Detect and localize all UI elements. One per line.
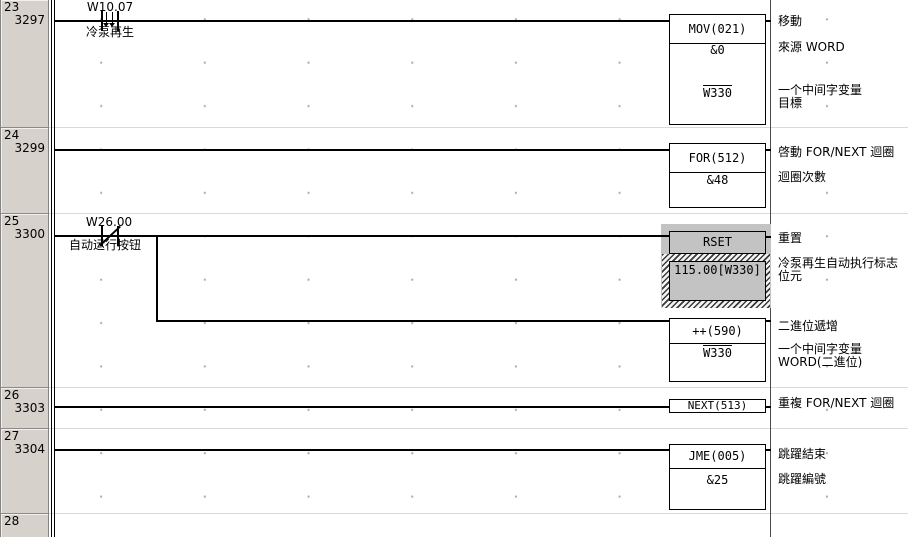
comment-text: 啓動 FOR/NEXT 迴圈 xyxy=(778,145,895,159)
falling-edge-arrow-icon xyxy=(106,12,107,23)
rung-wire xyxy=(54,149,669,151)
instruction-mnemonic: MOV(021) xyxy=(670,15,765,44)
instruction-mnemonic: FOR(512) xyxy=(670,144,765,173)
operand-word: W330 xyxy=(670,347,765,360)
rung-wire-stub xyxy=(766,236,771,238)
rung-wire-stub xyxy=(766,149,771,151)
rung-number: 28 xyxy=(4,514,20,528)
rung-wire-stub xyxy=(766,20,771,22)
rung-separator xyxy=(49,387,908,388)
step-address: 3300 xyxy=(14,227,45,241)
left-bus-bar-inner xyxy=(54,0,55,537)
contact-address: W26.00 xyxy=(85,215,133,229)
rung-margin-cell-24[interactable]: 24 3299 xyxy=(1,127,48,213)
instruction-block-jme[interactable]: JME(005) &25 xyxy=(669,444,766,510)
left-bus-bar xyxy=(51,0,52,537)
rung-wire-stub xyxy=(766,449,771,451)
rung-number: 26 xyxy=(4,388,20,402)
rung-separator xyxy=(49,428,908,429)
operand-destination: W330 xyxy=(670,87,765,100)
rung-margin-cell-28[interactable]: 28 xyxy=(1,513,48,537)
contact-label: 冷泵再生 xyxy=(85,25,135,39)
contact-label: 自动运行按钮 xyxy=(68,238,142,252)
instruction-mnemonic: ++(590) xyxy=(670,319,765,344)
rung-wire xyxy=(54,235,669,237)
rung-separator xyxy=(49,127,908,128)
step-address: 3297 xyxy=(14,13,45,27)
branch-wire xyxy=(156,320,669,322)
rung-margin-cell-23[interactable]: 23 3297 xyxy=(1,0,48,127)
rung-separator xyxy=(49,513,908,514)
rung-number: 27 xyxy=(4,429,20,443)
contact-leg xyxy=(101,11,103,31)
operand-bit-address[interactable]: 115.00[W330] xyxy=(669,261,766,301)
comment-text: 一个中间字变量 xyxy=(778,342,863,356)
instruction-block-mov[interactable]: MOV(021) &0 W330 xyxy=(669,14,766,125)
contact-leg xyxy=(117,11,119,31)
rung-margin-cell-27[interactable]: 27 3304 xyxy=(1,428,48,513)
contact-leg xyxy=(101,226,103,246)
instruction-block-for[interactable]: FOR(512) &48 xyxy=(669,143,766,208)
step-address: 3299 xyxy=(14,141,45,155)
falling-edge-arrowhead-icon xyxy=(109,23,115,27)
comment-text: 來源 WORD xyxy=(778,40,845,54)
comment-text: 重置 xyxy=(778,231,803,245)
comment-text: 目標 xyxy=(778,96,803,110)
comment-text: 位元 xyxy=(778,269,803,283)
operand-symbol: W330 xyxy=(703,346,732,360)
operand-loop-count: &48 xyxy=(706,173,729,187)
comment-text: 跳躍結束 xyxy=(778,447,827,461)
comment-text: 移動 xyxy=(778,14,803,28)
branch-wire-vertical xyxy=(156,235,158,322)
rung-number: 25 xyxy=(4,214,20,228)
instruction-block-next[interactable]: NEXT(513) xyxy=(669,399,766,413)
rung-margin-cell-26[interactable]: 26 3303 xyxy=(1,387,48,428)
contact-leg xyxy=(117,226,119,246)
rung-number: 24 xyxy=(4,128,20,142)
rung-number: 23 xyxy=(4,0,20,14)
rung-wire-stub xyxy=(766,406,771,408)
rung-wire xyxy=(54,406,669,408)
rung-wire xyxy=(54,20,669,22)
falling-edge-arrowhead-icon xyxy=(103,23,109,27)
comment-text: 二進位遞增 xyxy=(778,319,839,333)
operand-symbol: W330 xyxy=(703,86,732,100)
comment-text: WORD(二進位) xyxy=(778,355,863,369)
comment-text: 一个中间字变量 xyxy=(778,83,863,97)
edit-selection-hatch-border: 115.00[W330] xyxy=(662,254,770,308)
operand-jump-number: &25 xyxy=(706,473,729,487)
instruction-block-rset[interactable]: RSET xyxy=(669,231,766,254)
comment-text: 跳躍編號 xyxy=(778,472,827,486)
falling-edge-arrow-icon xyxy=(112,12,113,23)
comment-text: 重複 FOR/NEXT 迴圈 xyxy=(778,396,895,410)
operand-source: &0 xyxy=(710,43,725,57)
rung-wire-stub xyxy=(766,320,771,322)
instruction-mnemonic: JME(005) xyxy=(670,445,765,469)
comment-text: 迴圈次數 xyxy=(778,170,827,184)
selected-cell-highlight: RSET 115.00[W330] xyxy=(661,224,771,308)
step-address: 3303 xyxy=(14,401,45,415)
rung-margin: 23 3297 24 3299 25 3300 26 3303 27 3304 … xyxy=(1,0,49,537)
rung-margin-cell-25[interactable]: 25 3300 xyxy=(1,213,48,387)
rung-wire xyxy=(54,449,669,451)
contact-address: W10.07 xyxy=(86,0,134,14)
step-address: 3304 xyxy=(14,442,45,456)
instruction-block-increment[interactable]: ++(590) W330 xyxy=(669,318,766,382)
comment-text: 冷泵再生自动执行标志 xyxy=(778,256,899,270)
rung-separator xyxy=(49,213,908,214)
